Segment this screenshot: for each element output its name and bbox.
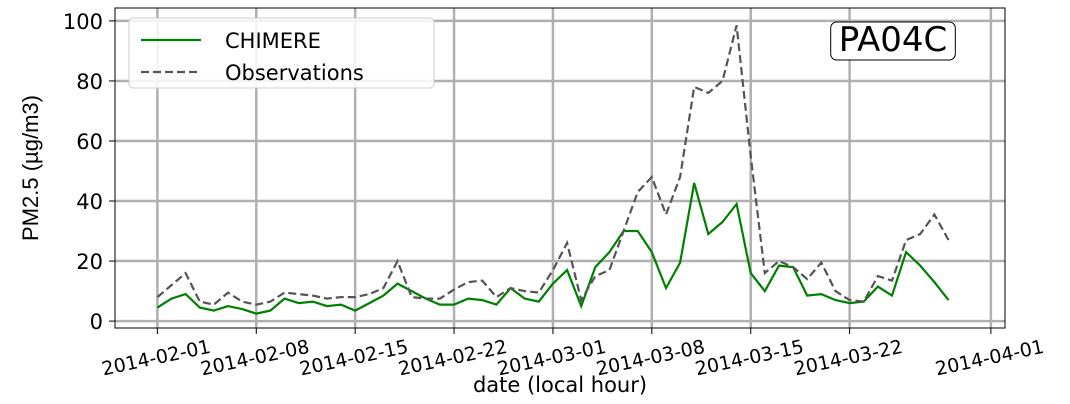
x-tick-label: 2014-02-15 bbox=[298, 336, 411, 380]
legend-label: CHIMERE bbox=[225, 29, 321, 53]
y-tick-label: 40 bbox=[76, 190, 103, 214]
x-tick-label: 2014-03-08 bbox=[594, 336, 707, 380]
y-tick-label: 20 bbox=[76, 250, 103, 274]
plot-frame bbox=[114, 7, 1006, 329]
y-tick-label: 60 bbox=[76, 130, 103, 154]
y-tick-label: 100 bbox=[63, 10, 103, 34]
x-tick-label: 2014-02-08 bbox=[199, 336, 312, 380]
data-line bbox=[156, 25, 950, 306]
chart-title: PA04C bbox=[839, 20, 948, 60]
legend-label: Observations bbox=[225, 61, 364, 85]
y-axis-label: PM2.5 (µg/m3) bbox=[18, 95, 43, 241]
y-tick-label: 80 bbox=[76, 70, 103, 94]
x-tick-label: 2014-02-01 bbox=[100, 336, 213, 380]
legend-box bbox=[128, 17, 435, 89]
title-box bbox=[830, 21, 956, 61]
x-tick-label: 2014-03-22 bbox=[792, 336, 905, 380]
x-axis-label: date (local hour) bbox=[473, 373, 647, 397]
data-line bbox=[156, 182, 950, 315]
y-tick-label: 0 bbox=[90, 310, 103, 334]
x-tick-label: 2014-03-15 bbox=[693, 336, 806, 380]
x-tick-label: 2014-04-01 bbox=[933, 336, 1046, 380]
